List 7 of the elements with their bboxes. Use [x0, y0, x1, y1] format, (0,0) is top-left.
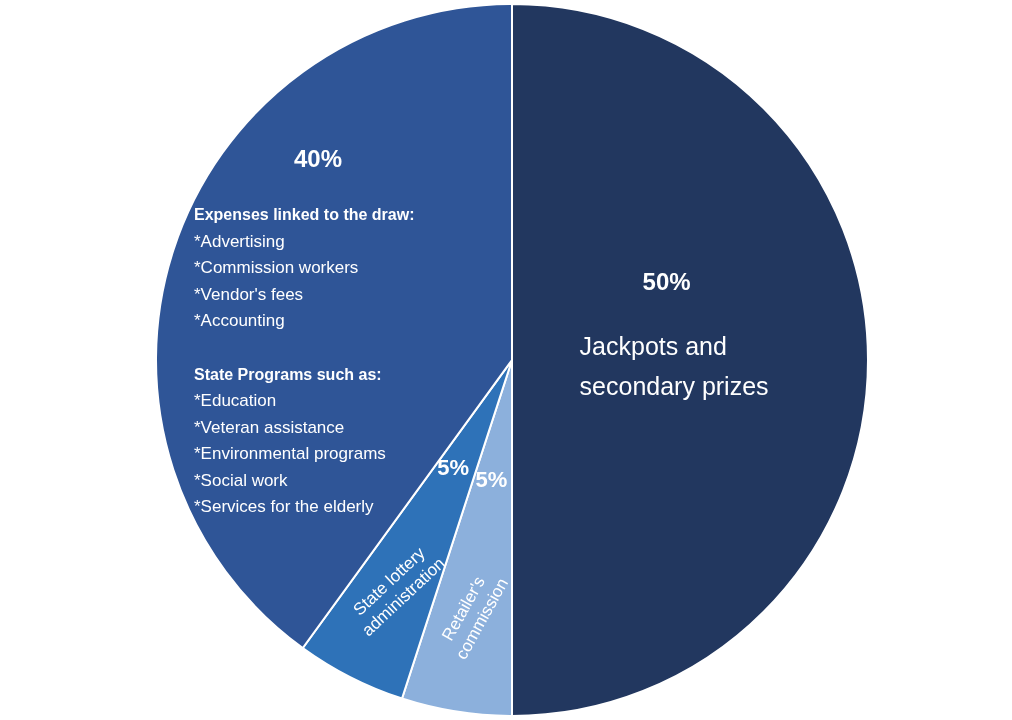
data-label: 40%	[293, 145, 343, 172]
data-label: 5%	[475, 466, 508, 492]
data-label: 5%	[437, 455, 470, 481]
text: State Programs such as: *Education *Veteran assistance *Environmental programs *Social work *Services for the elderly	[194, 365, 386, 516]
text: Expenses linked to the draw: *Advertising *Commission workers *Vendor's fees *Accounting	[194, 206, 415, 330]
data-label: 50%	[642, 268, 691, 295]
slice-label: Jackpots and secondary prizes	[579, 332, 769, 400]
